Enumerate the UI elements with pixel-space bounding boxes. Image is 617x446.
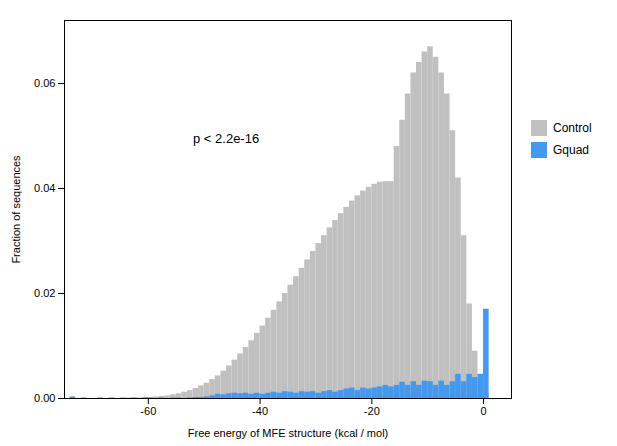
svg-text:-40: -40 [252,405,268,417]
html-text:Control: Control [553,121,592,135]
svg-text:-20: -20 [364,405,380,417]
svg-text:Fraction of sequences: Fraction of sequences [10,155,22,264]
html-text:Gquad: Gquad [553,143,589,157]
svg-text:0.00: 0.00 [34,392,55,404]
svg-text:-60: -60 [140,405,156,417]
svg-text:0.06: 0.06 [34,77,55,89]
svg-text:p < 2.2e-16: p < 2.2e-16 [193,131,259,146]
svg-text:0: 0 [481,405,487,417]
svg-text:0.04: 0.04 [34,182,55,194]
svg-text:Free energy of MFE structure (: Free energy of MFE structure (kcal / mol… [188,427,389,439]
svg-text:0.02: 0.02 [34,287,55,299]
